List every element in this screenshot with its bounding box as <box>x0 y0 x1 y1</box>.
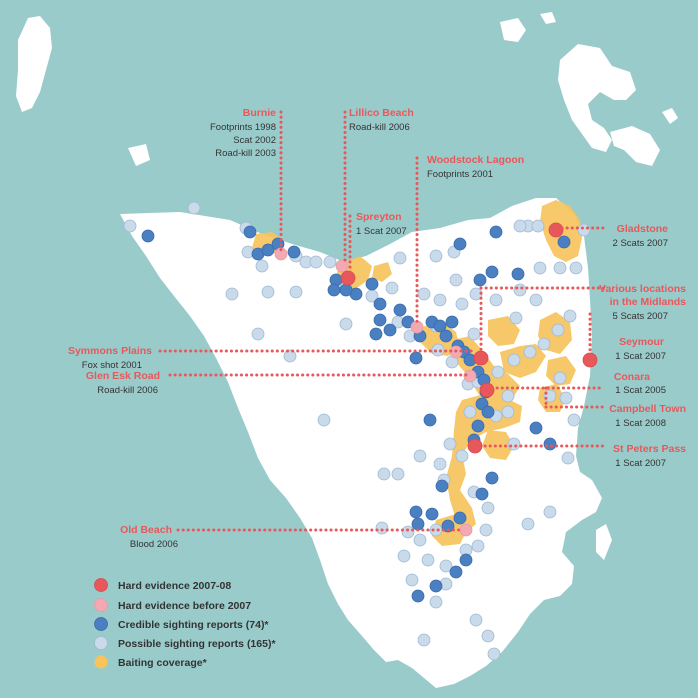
flinders-island-west <box>500 18 526 42</box>
label-burnie-title: Burnie <box>243 107 276 119</box>
label-spreyton-line-1: 1 Scat 2007 <box>356 226 407 237</box>
label-burnie-line-3: Road-kill 2003 <box>215 148 276 159</box>
tasmania-mainland <box>120 198 602 688</box>
label-woodstock: Woodstock Lagoon Footprints 2001 <box>427 154 524 180</box>
label-seymour-title: Seymour <box>619 336 664 348</box>
label-midlands-title-2: in the Midlands <box>610 296 687 308</box>
label-spreyton: Spreyton 1 Scat 2007 <box>356 211 407 237</box>
label-gladstone-title: Gladstone <box>617 223 669 235</box>
label-stpeters-title: St Peters Pass <box>613 443 686 455</box>
label-burnie: Burnie Footprints 1998 Scat 2002 Road-ki… <box>210 107 276 159</box>
maria-island <box>596 524 612 560</box>
label-burnie-line-1: Footprints 1998 <box>210 122 276 133</box>
label-glenesk: Glen Esk Road Road-kill 2006 <box>86 370 160 396</box>
label-oldbeach-line-1: Blood 2006 <box>130 539 178 550</box>
legend-item-hard-recent: Hard evidence 2007-08 <box>118 580 231 592</box>
label-glenesk-line-1: Road-kill 2006 <box>97 385 158 396</box>
possible-sightings <box>123 201 591 661</box>
hard-evidence-2007-08 <box>340 222 598 454</box>
label-stpeters: St Peters Pass 1 Scat 2007 <box>613 443 686 469</box>
legend-item-hard-before: Hard evidence before 2007 <box>118 600 251 612</box>
label-oldbeach-title: Old Beach <box>120 524 172 536</box>
label-lillico-title: Lillico Beach <box>349 107 414 119</box>
legend-item-credible: Credible sighting reports (74)* <box>118 619 269 631</box>
label-conara-line-1: 1 Scat 2005 <box>615 385 666 396</box>
robbins-island <box>128 144 150 166</box>
label-glenesk-title: Glen Esk Road <box>86 370 160 382</box>
label-midlands-title: Various locations <box>599 283 686 295</box>
label-gladstone-line-1: 2 Scats 2007 <box>613 238 668 249</box>
pink-dot-icon <box>94 598 108 612</box>
red-dot-icon <box>94 578 108 592</box>
label-spreyton-title: Spreyton <box>356 211 402 223</box>
label-stpeters-line-1: 1 Scat 2007 <box>615 458 666 469</box>
label-woodstock-title: Woodstock Lagoon <box>427 154 524 166</box>
leader-lines <box>158 110 606 532</box>
label-symmons-title: Symmons Plains <box>68 345 152 357</box>
label-campbell: Campbell Town 1 Scat 2008 <box>609 403 686 429</box>
label-gladstone: Gladstone 2 Scats 2007 <box>613 223 669 249</box>
small-island-ne-2 <box>540 12 556 24</box>
label-seymour: Seymour 1 Scat 2007 <box>615 336 666 362</box>
label-campbell-line-1: 1 Scat 2008 <box>615 418 666 429</box>
label-burnie-line-2: Scat 2002 <box>233 135 276 146</box>
blue-dot-icon <box>94 617 108 631</box>
credible-sightings <box>141 225 571 603</box>
label-midlands: Various locations in the Midlands 5 Scat… <box>599 283 686 322</box>
legend-item-possible: Possible sighting reports (165)* <box>118 638 276 650</box>
light-blue-dot-icon <box>94 636 108 650</box>
small-island-ne <box>662 108 678 124</box>
label-conara: Conara 1 Scat 2005 <box>614 371 666 396</box>
label-seymour-line-1: 1 Scat 2007 <box>615 351 666 362</box>
label-oldbeach: Old Beach Blood 2006 <box>120 524 178 550</box>
label-symmons: Symmons Plains Fox shot 2001 <box>68 345 152 371</box>
legend-item-baiting: Baiting coverage* <box>118 657 208 669</box>
label-lillico-line-1: Road-kill 2006 <box>349 122 410 133</box>
label-lillico: Lillico Beach Road-kill 2006 <box>349 107 414 133</box>
cape-barren-island <box>610 126 660 166</box>
flinders-island <box>558 44 636 152</box>
label-woodstock-line-1: Footprints 2001 <box>427 169 493 180</box>
label-symmons-line-1: Fox shot 2001 <box>82 360 142 371</box>
label-campbell-title: Campbell Town <box>609 403 686 415</box>
label-conara-title: Conara <box>614 371 650 383</box>
legend: Hard evidence 2007-08 Hard evidence befo… <box>94 578 276 669</box>
label-midlands-line-1: 5 Scats 2007 <box>613 311 668 322</box>
yellow-dot-icon <box>94 655 108 669</box>
king-island <box>16 16 52 112</box>
